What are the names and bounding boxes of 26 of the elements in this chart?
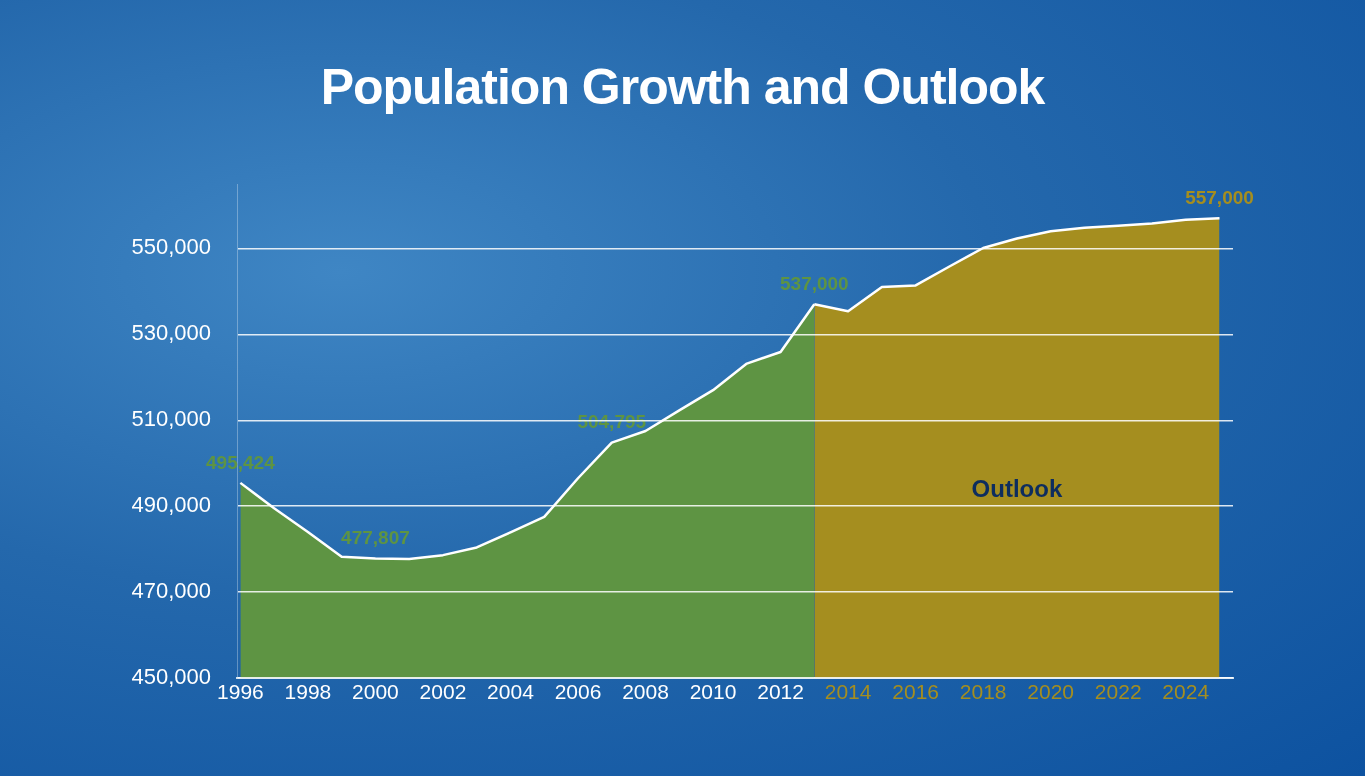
x-tick-label: 2016	[892, 680, 939, 704]
data-label: 557,000	[1185, 187, 1254, 209]
y-tick-label: 550,000	[131, 234, 211, 260]
x-tick-label: 2006	[554, 680, 602, 704]
y-tick-label: 530,000	[131, 320, 211, 346]
x-tick-label: 1998	[284, 680, 332, 704]
y-tick-label: 470,000	[131, 578, 211, 604]
x-tick-label: 2020	[1027, 680, 1075, 704]
y-tick-label: 450,000	[131, 664, 211, 690]
x-tick-label: 2018	[959, 680, 1007, 704]
x-tick-label: 1996	[217, 680, 264, 704]
x-tick-label: 2002	[419, 680, 467, 704]
y-tick-label: 490,000	[131, 492, 211, 518]
x-tick-label: 2022	[1094, 680, 1142, 704]
x-tick-label: 2014	[824, 680, 872, 704]
y-tick-label: 510,000	[131, 406, 211, 432]
x-tick-label: 2012	[757, 680, 804, 704]
data-label: 477,807	[341, 527, 410, 549]
x-tick-label: 2024	[1162, 680, 1210, 704]
data-label: 537,000	[780, 273, 849, 295]
x-tick-label: 2004	[487, 680, 535, 704]
x-tick-label: 2008	[622, 680, 669, 704]
annotation: Outlook	[971, 474, 1063, 502]
x-tick-label: 2000	[352, 680, 399, 704]
x-tick-label: 2010	[689, 680, 737, 704]
chart-title: Population Growth and Outlook	[319, 58, 1046, 116]
